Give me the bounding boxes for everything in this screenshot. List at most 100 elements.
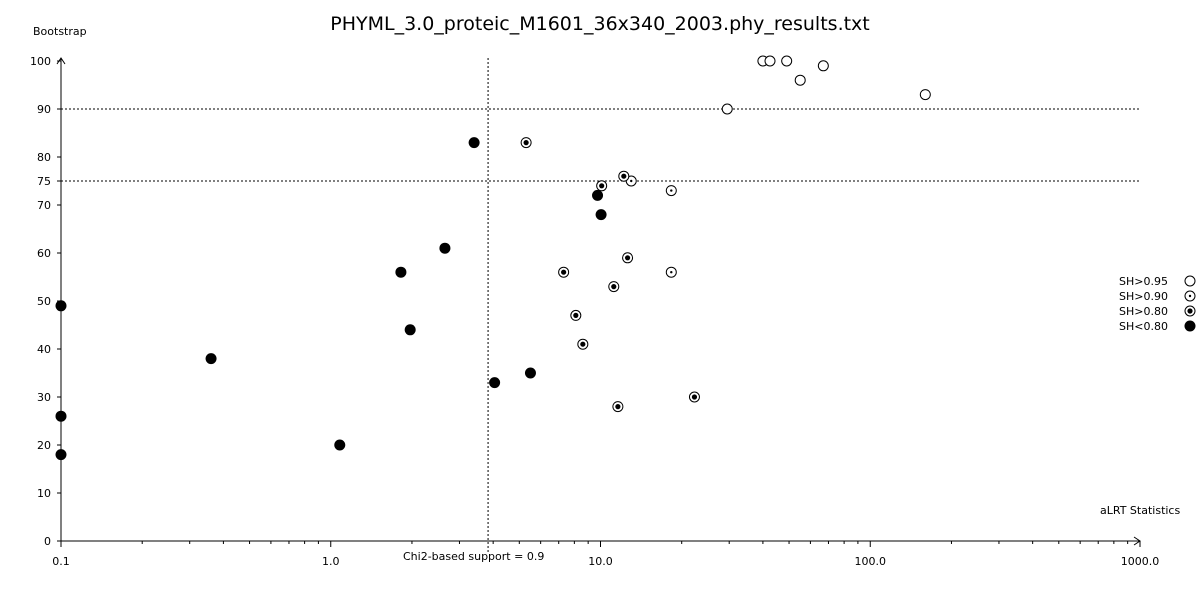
marker-disc [334, 439, 346, 451]
data-points [55, 55, 931, 461]
marker-disc [55, 410, 67, 422]
marker-disc [595, 209, 607, 221]
axes [56, 57, 1141, 546]
x-tick-label-10.0: 10.0 [588, 555, 613, 568]
data-point [794, 74, 806, 86]
y-axis-label: Bootstrap [33, 25, 87, 38]
marker-disc [55, 300, 67, 312]
marker-disc [55, 449, 67, 461]
data-point [608, 281, 620, 293]
legend-label: SH>0.80 [1119, 305, 1168, 318]
data-point [395, 266, 407, 278]
y-tick-label-10: 10 [37, 487, 51, 500]
data-point [665, 266, 677, 278]
x-tick-label-100.0: 100.0 [855, 555, 887, 568]
data-point [55, 300, 67, 312]
data-point [622, 252, 634, 264]
legend-marker [1184, 305, 1196, 317]
legend-label: SH>0.90 [1119, 290, 1168, 303]
data-point [592, 189, 604, 201]
chart-title: PHYML_3.0_proteic_M1601_36x340_2003.phy_… [330, 13, 870, 35]
marker-ring [817, 60, 829, 72]
marker-dot [580, 341, 586, 347]
y-tick-label-0: 0 [44, 535, 51, 548]
marker-dot [523, 140, 529, 146]
legend: SH>0.95 SH>0.90 SH>0.80 SH<0.80 [1119, 275, 1196, 333]
data-point [781, 55, 793, 67]
marker-dot [621, 173, 627, 179]
marker-dot [611, 284, 617, 290]
legend-marker [1184, 275, 1196, 287]
data-point [439, 242, 451, 254]
data-point [570, 309, 582, 321]
legend-label: SH<0.80 [1119, 320, 1168, 333]
data-point [55, 410, 67, 422]
y-tick-label-70: 70 [37, 199, 51, 212]
marker-disc [524, 367, 536, 379]
chi2-support-label: Chi2-based support = 0.9 [403, 550, 544, 563]
data-point [596, 180, 608, 192]
y-tick-label-75: 75 [37, 175, 51, 188]
data-point [817, 60, 829, 72]
data-point [489, 377, 501, 389]
y-tick-label-40: 40 [37, 343, 51, 356]
data-point [721, 103, 733, 115]
x-tick-label-0.1: 0.1 [52, 555, 70, 568]
marker-disc [205, 353, 217, 365]
x-tick-label-1000.0: 1000.0 [1121, 555, 1160, 568]
marker-disc [489, 377, 501, 389]
marker-dot [670, 271, 673, 274]
data-point [520, 137, 532, 149]
y-axis-arrow [56, 57, 66, 65]
data-point [764, 55, 776, 67]
data-point [612, 401, 624, 413]
data-point [595, 209, 607, 221]
marker-ring [764, 55, 776, 67]
y-tick-label-50: 50 [37, 295, 51, 308]
marker-ring [721, 103, 733, 115]
data-point [524, 367, 536, 379]
marker-disc [468, 137, 480, 149]
marker-disc [439, 242, 451, 254]
marker-dot [561, 269, 567, 275]
data-point [577, 338, 589, 350]
marker-disc [395, 266, 407, 278]
data-point [205, 353, 217, 365]
marker-ring [919, 89, 931, 101]
legend-label: SH>0.95 [1119, 275, 1168, 288]
marker-dot [630, 179, 633, 183]
reference-lines [61, 58, 1140, 553]
marker-dot [1188, 294, 1192, 298]
data-point [404, 324, 416, 336]
x-axis-label: aLRT Statistics [1100, 504, 1180, 517]
y-tick-label-60: 60 [37, 247, 51, 260]
data-point [688, 391, 700, 403]
marker-dot [599, 183, 605, 189]
data-point [468, 137, 480, 149]
marker-dot [615, 404, 621, 410]
marker-disc [592, 189, 604, 201]
legend-marker [1184, 320, 1196, 332]
marker-dot [1187, 308, 1193, 314]
data-point [334, 439, 346, 451]
legend-marker [1184, 290, 1196, 302]
marker-ring [1184, 275, 1196, 287]
y-tick-label-20: 20 [37, 439, 51, 452]
data-point [558, 266, 570, 278]
y-tick-label-30: 30 [37, 391, 51, 404]
marker-dot [691, 394, 698, 400]
marker-ring [794, 74, 806, 86]
data-point [919, 89, 931, 101]
ticks: 0 10 20 30 40 50 60 70 75 80 90 100 0.1 1.0 10.0 100.0 1… [30, 55, 1159, 568]
x-tick-label-1.0: 1.0 [322, 555, 340, 568]
y-tick-label-80: 80 [37, 151, 51, 164]
marker-disc [404, 324, 416, 336]
data-point [618, 170, 630, 182]
marker-ring [781, 55, 793, 67]
marker-dot [624, 255, 631, 261]
y-tick-label-100: 100 [30, 55, 51, 68]
data-point [55, 449, 67, 461]
y-tick-label-90: 90 [37, 103, 51, 116]
data-point [665, 185, 677, 197]
